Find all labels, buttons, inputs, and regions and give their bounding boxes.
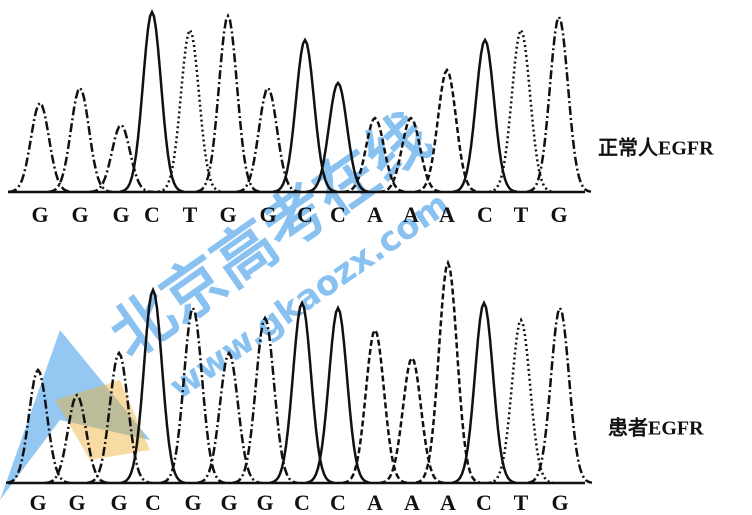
base-letter: G [551, 490, 568, 515]
base-letter: G [259, 202, 276, 227]
base-letter: C [330, 490, 346, 515]
chromatogram-figure: 正常人EGFR 患者EGFR 北京高考在线 www.gkaozx.com GGG… [0, 0, 752, 515]
peak [489, 30, 553, 192]
base-letter: C [144, 202, 160, 227]
peak [452, 303, 516, 483]
base-letter: A [404, 490, 420, 515]
base-letter: G [29, 490, 46, 515]
base-letter: C [477, 202, 493, 227]
base-letter: G [220, 490, 237, 515]
peak [415, 70, 479, 192]
base-letter: C [294, 490, 310, 515]
peak [158, 30, 222, 192]
peak [527, 17, 591, 192]
base-letter: C [330, 202, 346, 227]
base-letter: G [71, 202, 88, 227]
base-letter: A [367, 202, 383, 227]
peak [528, 308, 592, 483]
base-letter: G [219, 202, 236, 227]
base-letter: G [110, 490, 127, 515]
peak [306, 308, 370, 483]
base-letter: T [183, 202, 198, 227]
base-letter: G [256, 490, 273, 515]
panel-label: 正常人EGFR [598, 137, 714, 160]
peak [343, 330, 407, 483]
panel-label: 患者EGFR [608, 416, 704, 440]
base-letter: A [439, 202, 455, 227]
base-letter: G [184, 490, 201, 515]
base-letter: C [297, 202, 313, 227]
peak [120, 12, 184, 192]
peak [196, 16, 260, 192]
base-letter: C [476, 490, 492, 515]
base-letter: G [550, 202, 567, 227]
base-letter: A [403, 202, 419, 227]
base-letter: C [145, 490, 161, 515]
base-letter: G [112, 202, 129, 227]
base-letter: A [440, 490, 456, 515]
base-letter: G [31, 202, 48, 227]
base-letter: T [514, 202, 529, 227]
base-letter: G [68, 490, 85, 515]
base-letter: T [514, 490, 529, 515]
base-letter: A [367, 490, 383, 515]
peak [453, 40, 517, 192]
